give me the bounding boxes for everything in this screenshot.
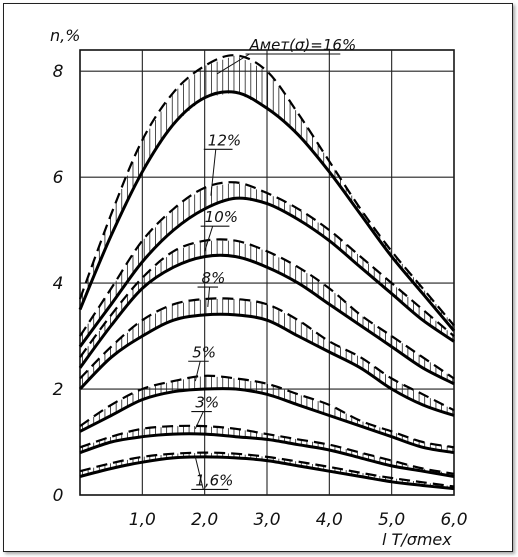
label-leader (194, 456, 204, 490)
label-leader (194, 411, 204, 429)
series-solid-line (78, 253, 455, 386)
y-tick-label: 4 (53, 274, 64, 294)
series-dashed-line (79, 374, 455, 449)
x-axis-label: l T/σmex (382, 530, 452, 549)
series-solid-line (79, 432, 455, 478)
series-dashed-line (79, 451, 455, 488)
series-dashed-line (79, 297, 455, 412)
label-leader (207, 287, 211, 307)
series-solid-line (78, 196, 455, 348)
series-label: Aмет(σ)=16% (249, 36, 357, 54)
series-dashed-line (78, 54, 455, 327)
x-tick-label: 5,0 (378, 510, 405, 530)
y-axis-label: n,% (50, 26, 80, 45)
series-dashed-line (79, 424, 455, 475)
series-solid-line (79, 455, 455, 491)
series-label: 5% (192, 343, 216, 361)
series-label: 10% (205, 208, 238, 226)
label-leader (194, 361, 201, 382)
series-dashed-line (79, 238, 455, 380)
series-labels: Aмет(σ)=16% 12% 10% 8% 5% 3% 1,6% (188, 36, 357, 491)
series-solid-line (79, 387, 455, 455)
series-solid-line (78, 90, 456, 332)
y-tick-label: 6 (53, 168, 64, 188)
label-leader (216, 53, 250, 75)
series-label: 8% (202, 269, 226, 287)
chart-frame (3, 3, 513, 552)
tick-labels: 1,0 2,0 3,0 4,0 5,0 6,0 0 2 4 6 8 (53, 62, 468, 530)
x-tick-label: 3,0 (253, 510, 280, 530)
hatch-bands (82, 55, 454, 489)
x-tick-label: 6,0 (440, 510, 467, 530)
series-label: 12% (208, 131, 241, 149)
x-tick-label: 2,0 (191, 510, 218, 530)
y-tick-label: 8 (53, 62, 64, 82)
grid (79, 49, 455, 496)
x-tick-label: 4,0 (316, 510, 343, 530)
label-leader (210, 149, 217, 196)
label-leader (204, 226, 214, 252)
series-lines (78, 54, 456, 491)
y-tick-label: 0 (53, 486, 64, 506)
series-solid-line (78, 312, 455, 417)
series-dashed-line (79, 181, 455, 337)
x-tick-label: 1,0 (129, 510, 156, 530)
series-label: 3% (195, 394, 219, 412)
y-tick-label: 2 (53, 380, 64, 400)
series-label: 1,6% (195, 471, 233, 489)
